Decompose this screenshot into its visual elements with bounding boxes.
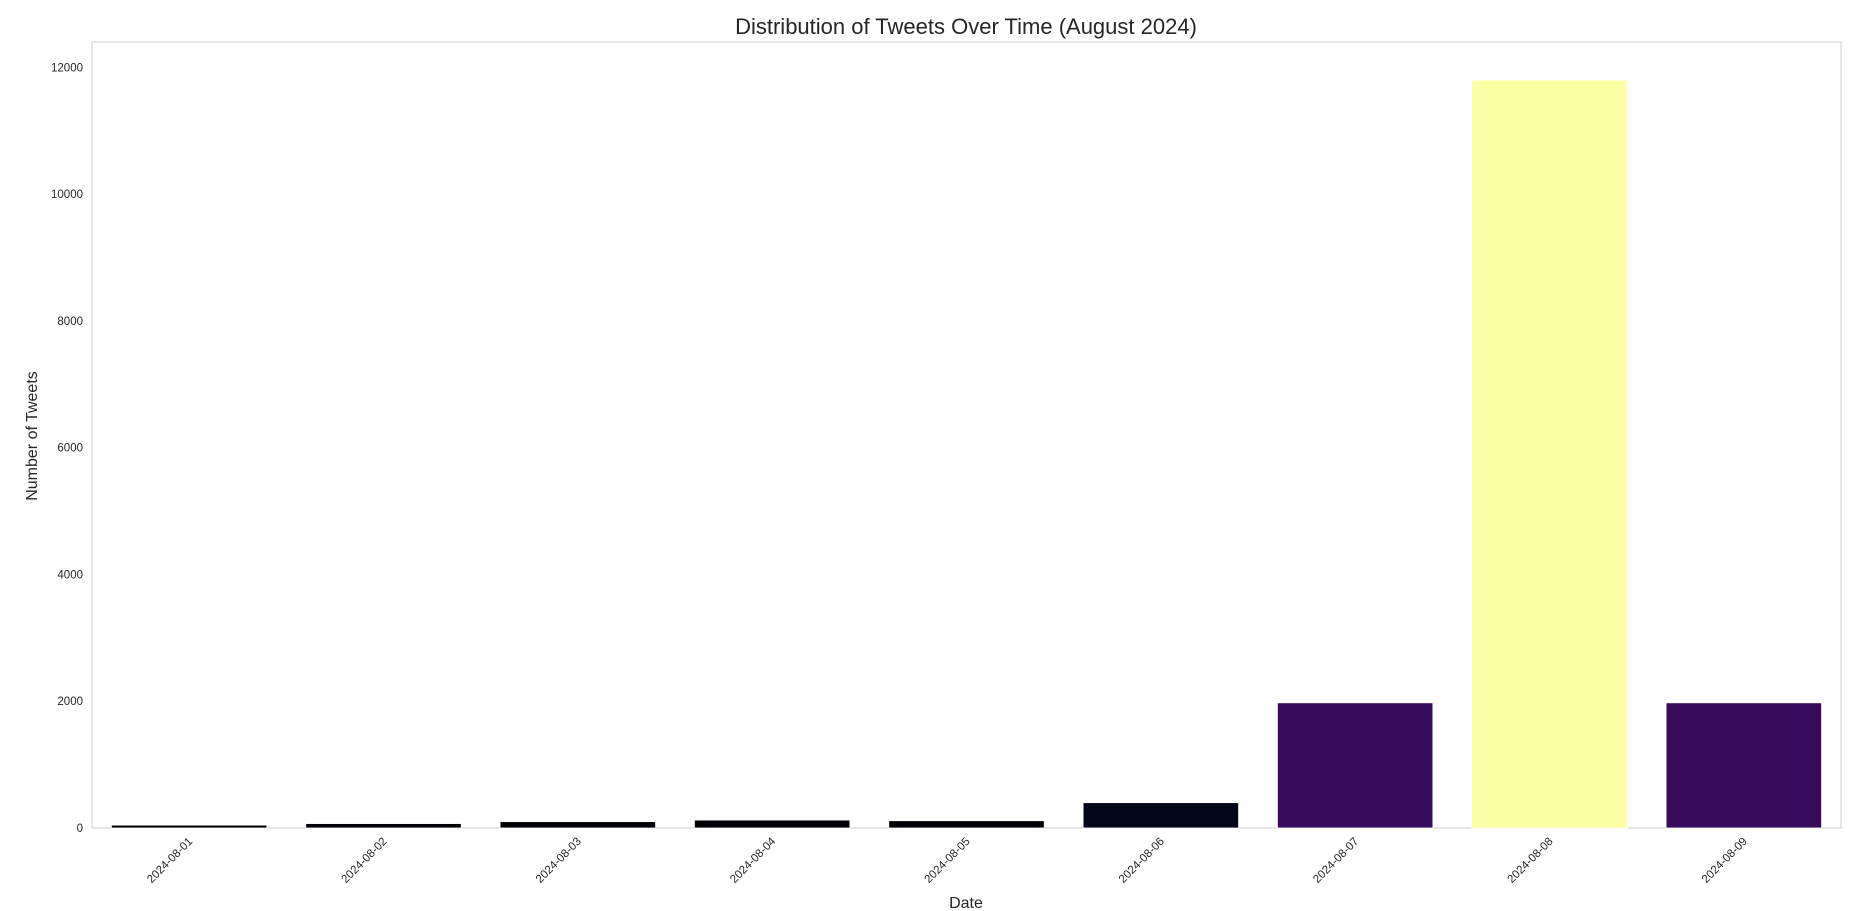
y-axis-label: Number of Tweets [24,371,41,501]
bar-2024-08-02 [305,823,462,829]
y-tick-labels: 0 2000 4000 6000 8000 10000 12000 [51,62,83,835]
y-tick-label: 4000 [57,569,83,581]
x-tick-label: 2024-08-07 [1311,836,1361,886]
y-tick-label: 6000 [57,443,83,455]
bar-2024-08-04 [694,819,851,829]
x-tick-label: 2024-08-09 [1700,836,1750,886]
y-tick-label: 8000 [57,316,83,328]
x-tick-label: 2024-08-08 [1506,836,1556,886]
bar-2024-08-08 [1471,79,1628,829]
x-axis-label: Date [949,895,983,911]
x-tick-label: 2024-08-02 [340,836,390,886]
bar-2024-08-05 [888,820,1045,829]
x-tick-label: 2024-08-06 [1117,836,1167,886]
y-tick-label: 2000 [57,696,83,708]
y-tick-label: 0 [77,823,83,835]
bar-2024-08-01 [111,824,268,829]
x-tick-label: 2024-08-01 [145,836,195,886]
y-tick-label: 10000 [51,189,83,201]
y-tick-label: 12000 [51,62,83,74]
bar-2024-08-06 [1082,802,1239,829]
bar-2024-08-07 [1277,702,1434,829]
x-tick-labels: 2024-08-01 2024-08-02 2024-08-03 2024-08-04… [145,835,1750,886]
chart-title: Distribution of Tweets Over Time (August… [735,14,1197,39]
x-tick-label: 2024-08-05 [923,836,973,886]
bars-layer [111,79,1822,829]
bar-2024-08-03 [499,821,656,829]
x-tick-label: 2024-08-03 [534,836,584,886]
bar-2024-08-09 [1665,702,1822,829]
x-tick-label: 2024-08-04 [728,835,779,886]
